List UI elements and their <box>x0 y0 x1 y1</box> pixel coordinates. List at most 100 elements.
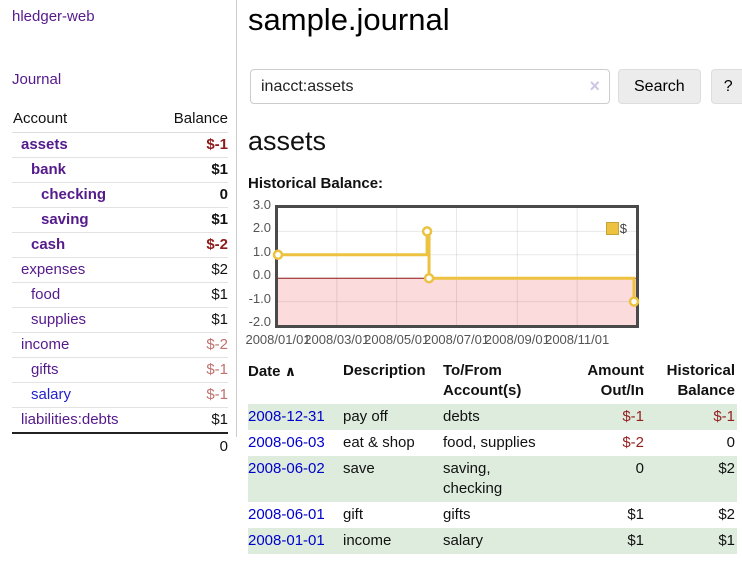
search-form: × Search ? <box>250 69 742 104</box>
account-balance: $1 <box>211 311 228 328</box>
account-link-gifts[interactable]: gifts <box>31 361 59 378</box>
x-axis-tick-label: 2008/03/01 <box>304 332 370 347</box>
x-axis-tick-label: 2008/11/01 <box>545 332 610 347</box>
account-row-bank: bank $1 <box>12 158 228 183</box>
transaction-description: save <box>343 460 375 477</box>
sidebar: hledger-web Journal Account Balance asse… <box>0 0 237 455</box>
account-row-salary: salary $-1 <box>12 383 228 408</box>
account-link-cash[interactable]: cash <box>31 236 66 253</box>
account-link-saving[interactable]: saving <box>41 211 89 228</box>
account-link-salary[interactable]: salary <box>31 386 72 403</box>
y-axis-tick-label: -2.0 <box>248 314 271 329</box>
y-axis-tick-label: 3.0 <box>252 197 271 212</box>
transaction-balance: 0 <box>726 434 735 451</box>
account-row-liabilities-debts: liabilities:debts $1 <box>12 408 228 432</box>
column-header-accounts: To/From Account(s) <box>443 362 522 399</box>
accounts-header-balance: Balance <box>173 110 228 127</box>
account-link-income[interactable]: income <box>21 336 70 353</box>
accounts-total-row: 0 <box>12 432 228 459</box>
app-title-link[interactable]: hledger-web <box>12 8 95 25</box>
chart-section-label: Historical Balance: <box>248 175 384 192</box>
column-header-amount: Amount Out/In <box>587 362 644 399</box>
transaction-amount: $1 <box>627 506 644 523</box>
transaction-balance: $2 <box>718 506 735 523</box>
account-row-income: income $-2 <box>12 333 228 358</box>
x-axis-tick-label: 2008/09/01 <box>484 332 550 347</box>
account-balance: $-1 <box>206 386 228 403</box>
register-header-row: Date ∧ Description To/From Account(s) Am… <box>248 358 737 404</box>
y-axis-tick-label: -1.0 <box>248 290 271 306</box>
y-axis-tick-label: 1.0 <box>252 243 271 259</box>
transaction-date-link[interactable]: 2008-06-02 <box>248 460 325 477</box>
account-balance: $1 <box>211 161 228 178</box>
account-balance: 0 <box>219 186 228 203</box>
account-link-checking[interactable]: checking <box>41 186 107 203</box>
transaction-date-link[interactable]: 2008-01-01 <box>248 532 325 549</box>
account-link-liabilities-debts[interactable]: liabilities:debts <box>21 411 119 428</box>
account-balance: $1 <box>211 286 228 303</box>
transaction-row: 2008-01-01 income salary $1 $1 <box>248 528 737 554</box>
account-row-saving: saving $1 <box>12 208 228 233</box>
chart-canvas <box>272 208 640 325</box>
transaction-amount: $-2 <box>622 434 644 451</box>
accounts-tree: Account Balance assets $-1 bank $1 check… <box>12 106 228 459</box>
y-axis-tick-label: 0.0 <box>252 267 271 283</box>
account-link-expenses[interactable]: expenses <box>21 261 86 278</box>
sort-ascending-icon: ∧ <box>284 363 297 379</box>
legend-label: $ <box>619 221 627 236</box>
account-link-supplies[interactable]: supplies <box>31 311 87 328</box>
column-header-date[interactable]: Date ∧ <box>248 363 297 380</box>
account-balance: $1 <box>211 211 228 228</box>
account-balance: $-2 <box>206 336 228 353</box>
account-heading: assets <box>248 126 327 156</box>
transaction-date-link[interactable]: 2008-06-03 <box>248 434 325 451</box>
transaction-amount: $-1 <box>622 408 644 425</box>
transaction-balance: $1 <box>718 532 735 549</box>
account-balance: $-1 <box>206 136 228 153</box>
account-row-expenses: expenses $2 <box>12 258 228 283</box>
account-link-assets[interactable]: assets <box>21 136 68 153</box>
account-row-cash: cash $-2 <box>12 233 228 258</box>
account-row-assets: assets $-1 <box>12 133 228 158</box>
account-row-gifts: gifts $-1 <box>12 358 228 383</box>
x-axis-tick-label: 2008/05/01 <box>364 332 430 347</box>
account-row-supplies: supplies $1 <box>12 308 228 333</box>
transaction-description: eat & shop <box>343 434 415 451</box>
account-link-food[interactable]: food <box>31 286 61 303</box>
transaction-date-link[interactable]: 2008-12-31 <box>248 408 325 425</box>
account-row-checking: checking 0 <box>12 183 228 208</box>
historical-balance-chart: $ 3.0 2.0 1.0 0.0 -1.0 -2.0 2008/01/01 2008/03/… <box>245 198 640 347</box>
search-input[interactable] <box>250 69 610 104</box>
transaction-accounts: salary <box>443 532 484 549</box>
account-row-food: food $1 <box>12 283 228 308</box>
help-button[interactable]: ? <box>710 69 742 104</box>
accounts-total-value: 0 <box>219 438 228 455</box>
accounts-header-account: Account <box>13 110 68 127</box>
transaction-amount: 0 <box>635 460 644 477</box>
register-table: Date ∧ Description To/From Account(s) Am… <box>248 358 737 554</box>
transaction-row: 2008-12-31 pay off debts $-1 $-1 <box>248 404 737 430</box>
accounts-header: Account Balance <box>12 106 228 133</box>
transaction-amount: $1 <box>627 532 644 549</box>
transaction-balance: $-1 <box>713 408 735 425</box>
transaction-date-link[interactable]: 2008-06-01 <box>248 506 325 523</box>
transaction-accounts: saving, checking <box>443 460 503 497</box>
transaction-description: income <box>343 532 392 549</box>
account-balance: $1 <box>211 411 228 428</box>
clear-search-icon[interactable]: × <box>589 76 600 96</box>
sidebar-item-journal[interactable]: Journal <box>12 71 62 88</box>
transaction-accounts: debts <box>443 408 480 425</box>
x-axis-tick-label: 2008/01/01 <box>245 332 311 347</box>
transaction-accounts: food, supplies <box>443 434 536 451</box>
transaction-description: gift <box>343 506 364 523</box>
account-link-bank[interactable]: bank <box>31 161 67 178</box>
search-input-wrap: × <box>250 69 610 104</box>
account-balance: $2 <box>211 261 228 278</box>
column-header-balance: Historical Balance <box>666 362 735 399</box>
transaction-description: pay off <box>343 408 388 425</box>
search-button[interactable]: Search <box>618 69 701 104</box>
transaction-row: 2008-06-01 gift gifts $1 $2 <box>248 502 737 528</box>
page-title: sample.journal <box>248 2 450 37</box>
account-balance: $-2 <box>206 236 228 253</box>
x-axis-tick-label: 2008/07/01 <box>423 332 490 347</box>
